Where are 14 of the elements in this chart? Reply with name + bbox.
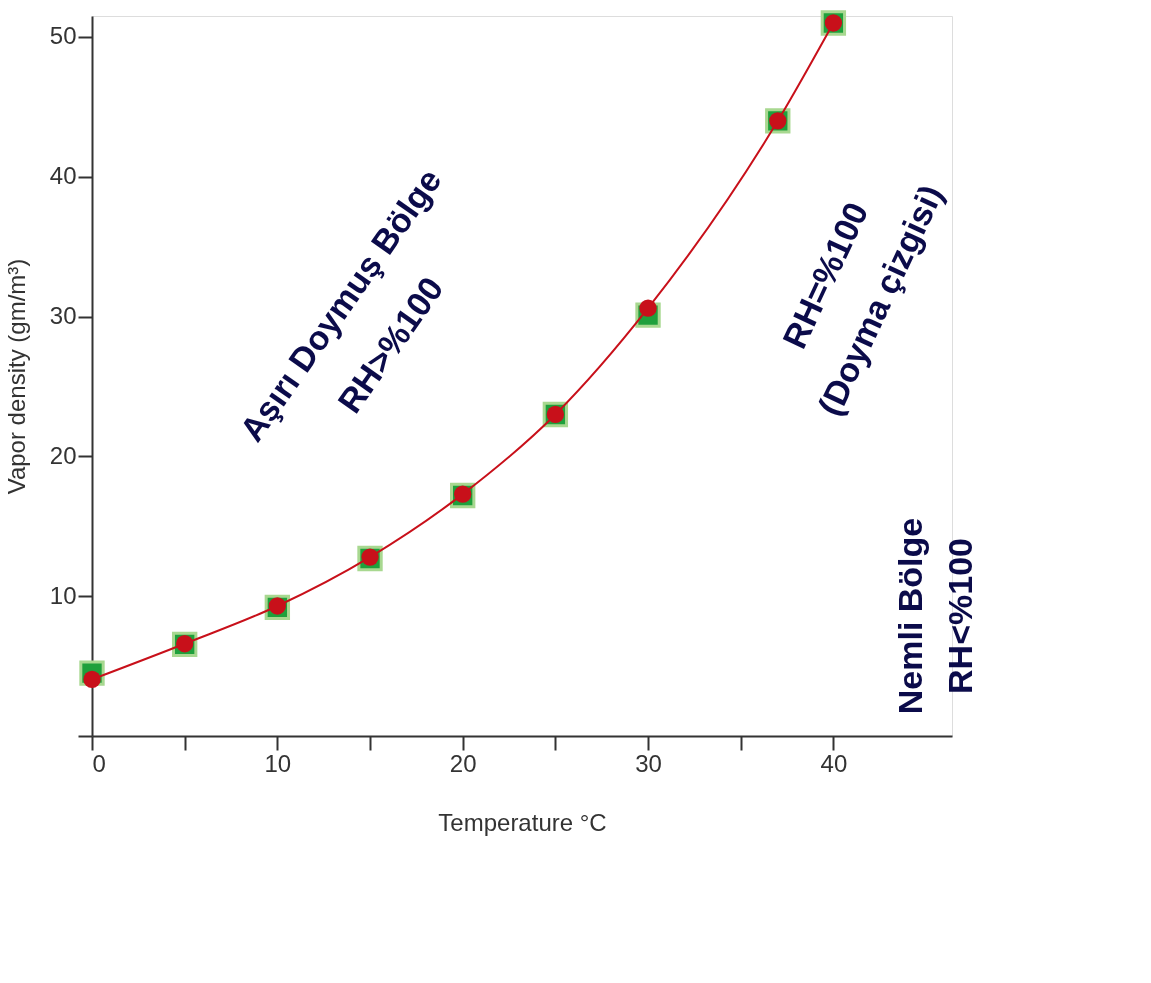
y-tick-label: 40 xyxy=(49,162,77,190)
x-tick-label: 0 xyxy=(92,749,106,777)
y-axis-title: Vapor density (gm/m³) xyxy=(2,258,30,495)
y-tick-label: 20 xyxy=(49,441,77,469)
x-tick-label: 10 xyxy=(264,749,292,777)
x-tick-label: 20 xyxy=(449,749,477,777)
annotation: RH<%100 xyxy=(941,538,979,694)
y-tick-label: 30 xyxy=(49,302,77,330)
y-tick-label: 50 xyxy=(49,22,77,50)
x-axis-title: Temperature °C xyxy=(438,808,607,836)
y-tick-label: 10 xyxy=(49,581,77,609)
annotation: Nemli Bölge xyxy=(891,517,929,715)
x-tick-label: 30 xyxy=(635,749,662,777)
x-tick-label: 40 xyxy=(820,749,848,777)
